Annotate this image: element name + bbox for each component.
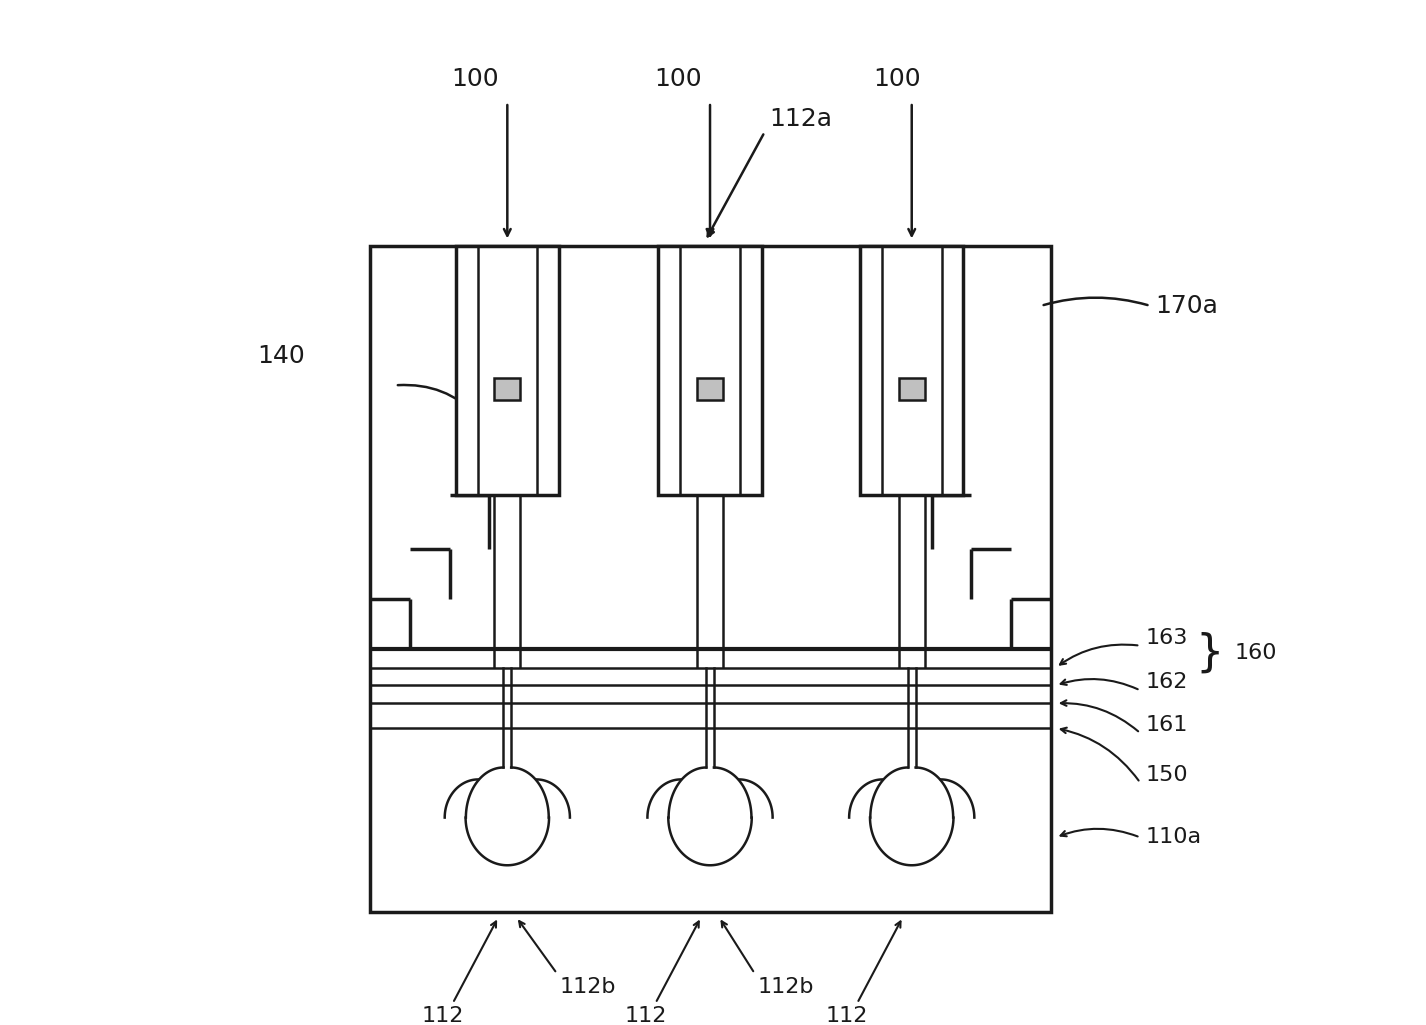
Bar [659, 246, 761, 495]
Text: 112a: 112a [770, 107, 833, 131]
Text: 140: 140 [257, 343, 305, 368]
Text: 161: 161 [1145, 715, 1188, 735]
Bar [898, 378, 924, 400]
Bar [697, 378, 723, 400]
Bar [371, 246, 1051, 912]
Text: }: } [1195, 631, 1224, 674]
Text: 100: 100 [655, 68, 702, 91]
Text: 110a: 110a [1145, 827, 1201, 848]
Bar [495, 378, 520, 400]
Text: 150: 150 [1145, 765, 1188, 785]
Text: 100: 100 [873, 68, 921, 91]
Text: 160: 160 [1235, 643, 1278, 663]
Text: 112b: 112b [757, 977, 814, 996]
Text: 112b: 112b [560, 977, 616, 996]
Text: 100: 100 [452, 68, 499, 91]
Bar [456, 246, 559, 495]
Text: 112: 112 [625, 1007, 666, 1025]
Text: 162: 162 [1145, 672, 1188, 693]
Text: 163: 163 [1145, 627, 1188, 648]
Text: 170a: 170a [1155, 294, 1218, 318]
Text: 112: 112 [422, 1007, 463, 1025]
Bar [860, 246, 964, 495]
Text: 112: 112 [826, 1007, 868, 1025]
